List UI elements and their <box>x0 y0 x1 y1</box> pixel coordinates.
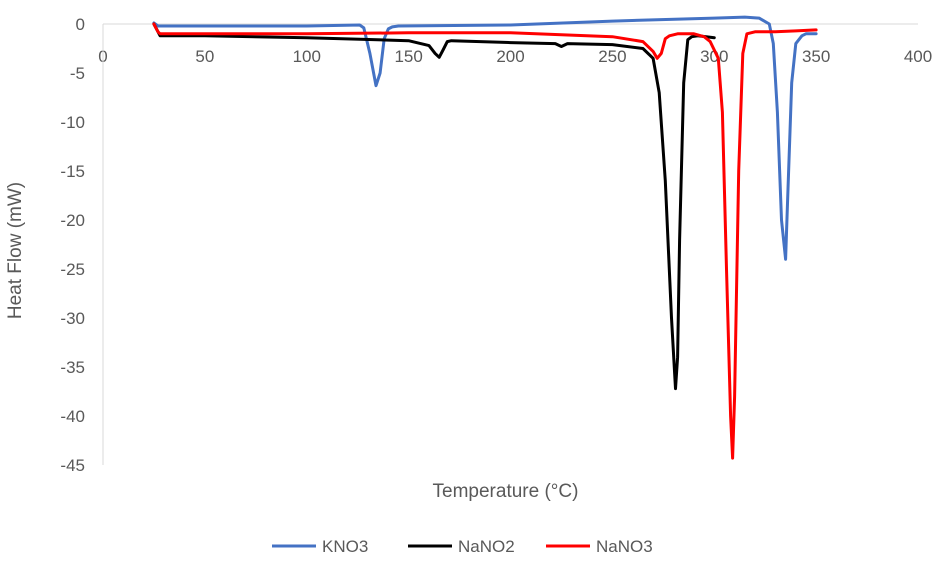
y-tick-label: -40 <box>60 407 85 426</box>
y-tick-label: -5 <box>70 64 85 83</box>
y-tick-label: 0 <box>76 15 85 34</box>
x-tick-label: 250 <box>598 47 626 66</box>
x-tick-label: 400 <box>904 47 932 66</box>
y-tick-label: -20 <box>60 211 85 230</box>
x-tick-label: 200 <box>496 47 524 66</box>
y-tick-label: -45 <box>60 456 85 475</box>
x-tick-label: 350 <box>802 47 830 66</box>
series-line-nano3 <box>152 22 818 460</box>
series-line-kno3 <box>152 15 818 261</box>
y-tick-label: -25 <box>60 260 85 279</box>
y-axis-ticks: 0 -5 -10 -15 -20 -25 -30 -35 -40 -45 <box>60 15 85 475</box>
y-tick-label: -15 <box>60 162 85 181</box>
series-line-nano2 <box>152 22 716 391</box>
y-axis-title: Heat Flow (mW) <box>5 182 26 319</box>
legend-label: NaNO2 <box>458 537 515 556</box>
x-tick-label: 100 <box>293 47 321 66</box>
y-tick-label: -35 <box>60 358 85 377</box>
legend-label: KNO3 <box>322 537 368 556</box>
y-tick-label: -30 <box>60 309 85 328</box>
series-lines <box>152 15 818 460</box>
y-tick-label: -10 <box>60 113 85 132</box>
legend-label: NaNO3 <box>596 537 653 556</box>
x-axis-title: Temperature (°C) <box>433 481 579 502</box>
x-axis-ticks: 0 50 100 150 200 250 300 350 400 <box>98 47 932 66</box>
x-tick-label: 50 <box>195 47 214 66</box>
legend: KNO3 NaNO2 NaNO3 <box>272 537 653 556</box>
x-tick-label: 300 <box>700 47 728 66</box>
x-tick-label: 150 <box>394 47 422 66</box>
